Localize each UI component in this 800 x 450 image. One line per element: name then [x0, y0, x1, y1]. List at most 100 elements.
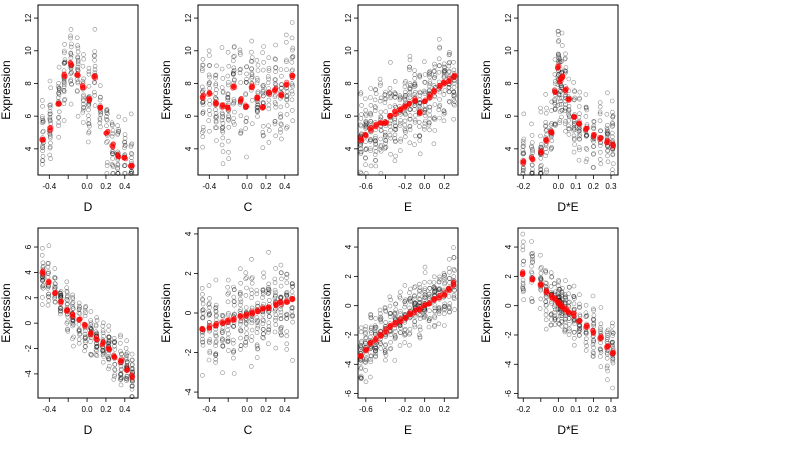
observed-point [47, 145, 53, 151]
observed-point [122, 143, 128, 148]
fitted-point [441, 292, 447, 298]
y-tick-label: 2 [184, 271, 193, 276]
x-tick-label: -0.2 [516, 405, 530, 414]
observed-point [255, 107, 261, 113]
observed-point [557, 60, 563, 65]
observed-point [577, 111, 582, 116]
observed-point [64, 302, 70, 307]
observed-point [61, 89, 67, 95]
observed-point [590, 125, 596, 131]
observed-point [40, 145, 46, 150]
observed-point [200, 84, 205, 90]
observed-point [88, 335, 94, 340]
observed-point [403, 79, 408, 84]
observed-point [129, 151, 135, 157]
observed-point [610, 161, 616, 166]
observed-point [412, 76, 418, 81]
plot-frame [37, 227, 139, 399]
observed-point [543, 124, 548, 129]
observed-point [213, 91, 218, 96]
observed-point [62, 42, 67, 47]
observed-point [388, 135, 394, 141]
observed-point [75, 54, 81, 60]
observed-point [226, 348, 231, 353]
observed-point [407, 116, 413, 122]
observed-point [255, 303, 261, 309]
observed-point [244, 336, 249, 342]
observed-point [402, 84, 408, 90]
observed-point [76, 337, 82, 342]
observed-point [273, 133, 278, 139]
observed-point [358, 149, 364, 155]
fitted-point [387, 325, 393, 331]
fitted-point [278, 299, 284, 305]
observed-point [441, 111, 447, 117]
observed-point [552, 123, 558, 128]
observed-point [427, 279, 433, 285]
observed-point [70, 303, 75, 309]
observed-point [362, 96, 368, 102]
fitted-point [372, 124, 378, 130]
observed-point [206, 283, 212, 288]
observed-point [39, 274, 45, 279]
observed-point [537, 306, 543, 311]
observed-point [452, 102, 457, 108]
observed-point [451, 93, 456, 98]
observed-point [437, 89, 443, 95]
observed-point [393, 138, 398, 144]
observed-point [220, 124, 226, 130]
observed-point [363, 147, 369, 152]
y-tick-label: 8 [24, 81, 33, 86]
observed-point [129, 366, 135, 371]
observed-point [427, 127, 432, 133]
observed-point [226, 113, 231, 118]
observed-point [590, 165, 596, 170]
observed-point [65, 326, 70, 332]
observed-point [363, 108, 369, 113]
observed-point [266, 66, 272, 71]
observed-point [260, 312, 266, 318]
observed-point [609, 124, 615, 129]
observed-point [610, 121, 616, 126]
observed-point [255, 68, 261, 73]
observed-point [62, 59, 68, 65]
observed-point [64, 288, 70, 294]
observed-point [52, 275, 58, 281]
observed-point [39, 253, 45, 258]
observed-point [92, 64, 98, 69]
observed-point [530, 148, 535, 154]
y-axis-title: Expression [159, 283, 173, 342]
observed-point [432, 94, 438, 100]
fitted-point [538, 148, 544, 154]
observed-point [555, 103, 561, 108]
observed-point [557, 109, 563, 114]
fitted-point [392, 109, 398, 115]
observed-point [441, 118, 447, 124]
observed-point [112, 343, 117, 349]
observed-point [61, 88, 67, 93]
observed-point [563, 128, 568, 134]
observed-point [100, 347, 105, 353]
fitted-point [273, 302, 279, 308]
observed-point [402, 94, 408, 100]
observed-point [47, 144, 53, 150]
observed-point [100, 348, 105, 354]
observed-point [583, 92, 589, 97]
observed-point [52, 299, 58, 305]
observed-point [261, 270, 266, 276]
observed-point [553, 81, 558, 87]
y-tick-label: 4 [504, 244, 513, 249]
observed-point [206, 302, 212, 308]
observed-point [115, 165, 120, 170]
fitted-point [609, 141, 615, 147]
fitted-point [572, 114, 578, 120]
observed-point [273, 65, 279, 70]
fitted-point [88, 330, 94, 336]
observed-point [563, 106, 568, 111]
observed-point [110, 128, 116, 133]
observed-point [284, 59, 289, 65]
observed-point [109, 151, 115, 156]
x-tick-label: 0.0 [241, 182, 253, 191]
observed-point [206, 313, 212, 318]
